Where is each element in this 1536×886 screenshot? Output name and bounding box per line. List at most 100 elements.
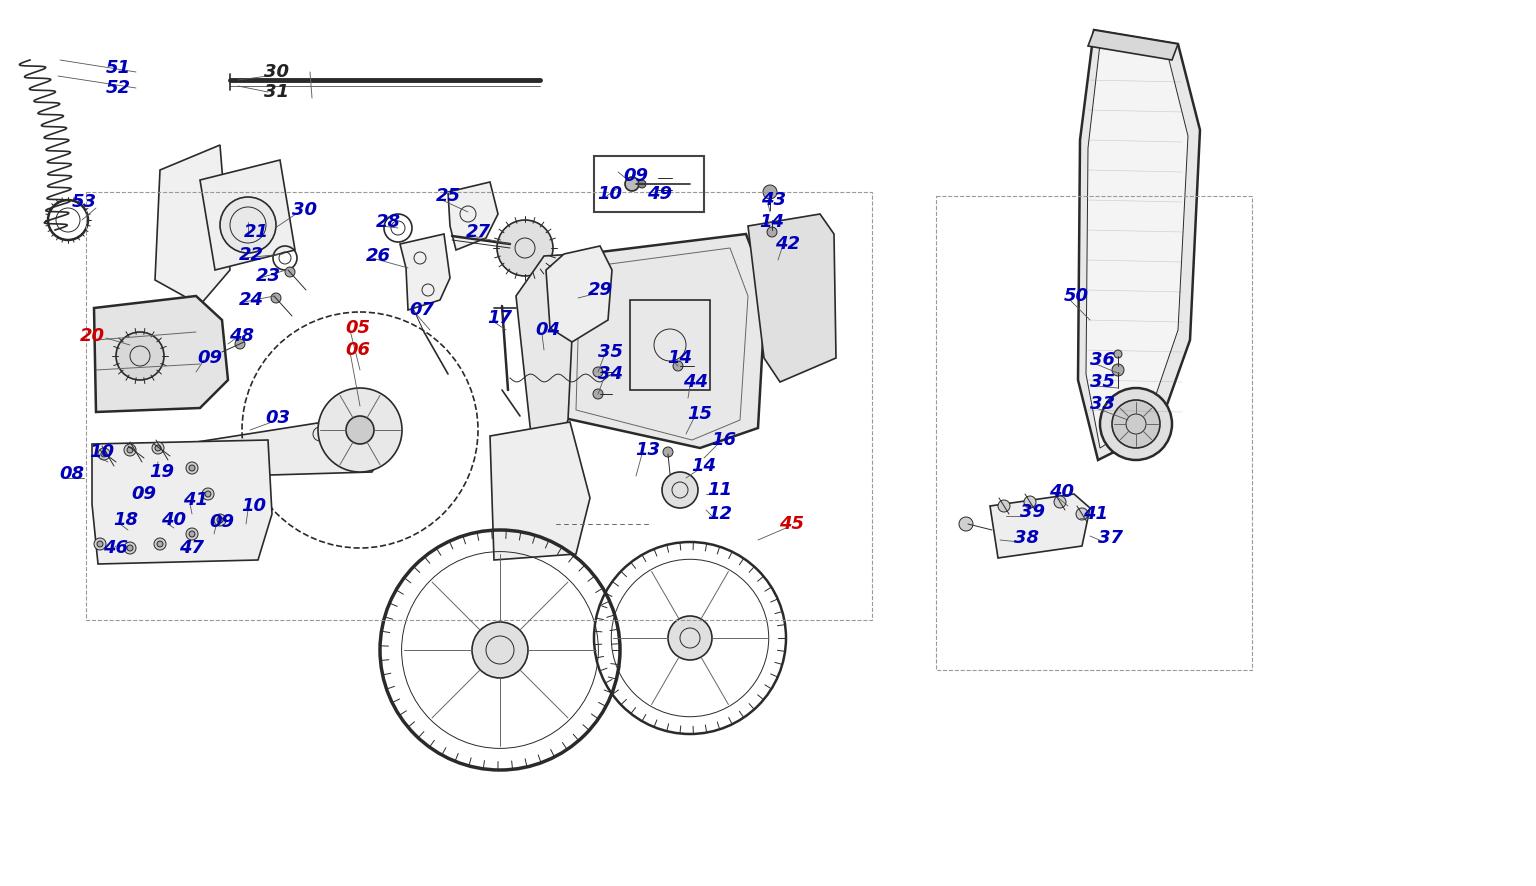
- Circle shape: [124, 444, 137, 456]
- Circle shape: [763, 185, 777, 199]
- Circle shape: [668, 616, 713, 660]
- Text: 29: 29: [587, 281, 613, 299]
- Text: 34: 34: [598, 365, 622, 383]
- Text: 03: 03: [266, 409, 290, 427]
- Circle shape: [189, 465, 195, 471]
- Polygon shape: [1087, 30, 1178, 60]
- Text: 10: 10: [598, 185, 622, 203]
- Text: 53: 53: [72, 193, 97, 211]
- Polygon shape: [399, 234, 450, 310]
- Text: 14: 14: [668, 349, 693, 367]
- Text: 15: 15: [688, 405, 713, 423]
- Text: 25: 25: [436, 187, 461, 205]
- Circle shape: [127, 447, 134, 453]
- Circle shape: [155, 445, 161, 451]
- Bar: [630, 300, 710, 390]
- Text: 09: 09: [132, 485, 157, 503]
- Polygon shape: [94, 296, 227, 412]
- Text: 10: 10: [241, 497, 267, 515]
- Text: 51: 51: [106, 59, 131, 77]
- Circle shape: [1100, 388, 1172, 460]
- Circle shape: [98, 448, 111, 460]
- Polygon shape: [545, 246, 611, 342]
- Circle shape: [593, 389, 604, 399]
- Circle shape: [152, 442, 164, 454]
- Text: 35: 35: [598, 343, 622, 361]
- Text: 41: 41: [183, 491, 209, 509]
- Circle shape: [220, 197, 276, 253]
- Circle shape: [593, 367, 604, 377]
- Circle shape: [766, 227, 777, 237]
- Text: 46: 46: [103, 539, 129, 557]
- Text: 05: 05: [346, 319, 370, 337]
- Text: 16: 16: [711, 431, 736, 449]
- Circle shape: [472, 622, 528, 678]
- Text: 09: 09: [209, 513, 235, 531]
- Circle shape: [637, 180, 647, 188]
- Circle shape: [664, 447, 673, 457]
- Circle shape: [186, 462, 198, 474]
- Circle shape: [94, 538, 106, 550]
- Circle shape: [1025, 496, 1035, 508]
- Circle shape: [157, 541, 163, 547]
- Circle shape: [189, 531, 195, 537]
- Text: 23: 23: [255, 267, 281, 285]
- Text: 22: 22: [238, 246, 264, 264]
- Circle shape: [498, 220, 553, 276]
- Text: 41: 41: [1083, 505, 1109, 523]
- Polygon shape: [516, 254, 576, 444]
- Circle shape: [214, 514, 226, 526]
- Text: 10: 10: [89, 443, 115, 461]
- Text: 13: 13: [636, 441, 660, 459]
- Text: 44: 44: [684, 373, 708, 391]
- Text: 14: 14: [691, 457, 716, 475]
- Circle shape: [203, 488, 214, 500]
- Polygon shape: [92, 440, 272, 564]
- Text: 09: 09: [198, 349, 223, 367]
- Text: 39: 39: [1020, 503, 1044, 521]
- Text: 18: 18: [114, 511, 138, 529]
- Circle shape: [101, 451, 108, 457]
- Text: 48: 48: [229, 327, 255, 345]
- Circle shape: [186, 528, 198, 540]
- Text: 06: 06: [346, 341, 370, 359]
- Text: 31: 31: [264, 83, 289, 101]
- Text: 28: 28: [375, 213, 401, 231]
- Circle shape: [1114, 350, 1121, 358]
- Circle shape: [625, 177, 639, 191]
- Circle shape: [958, 517, 972, 531]
- Text: 20: 20: [80, 327, 104, 345]
- Text: 17: 17: [487, 309, 513, 327]
- Text: 14: 14: [759, 213, 785, 231]
- Polygon shape: [490, 422, 590, 560]
- Circle shape: [127, 545, 134, 551]
- Text: 09: 09: [624, 167, 648, 185]
- Text: 08: 08: [60, 465, 84, 483]
- Circle shape: [998, 500, 1011, 512]
- Circle shape: [270, 293, 281, 303]
- Polygon shape: [200, 160, 295, 270]
- Polygon shape: [155, 145, 230, 305]
- Text: 45: 45: [779, 515, 805, 533]
- Circle shape: [204, 491, 210, 497]
- Circle shape: [346, 416, 373, 444]
- Circle shape: [124, 542, 137, 554]
- Bar: [935, 196, 1252, 670]
- Circle shape: [97, 541, 103, 547]
- Text: 52: 52: [106, 79, 131, 97]
- Circle shape: [235, 339, 246, 349]
- Circle shape: [154, 538, 166, 550]
- Text: 40: 40: [161, 511, 186, 529]
- Text: 35: 35: [1089, 373, 1115, 391]
- Polygon shape: [564, 234, 766, 448]
- Circle shape: [217, 517, 223, 523]
- Text: 43: 43: [762, 191, 786, 209]
- Text: 40: 40: [1049, 483, 1075, 501]
- Polygon shape: [1078, 30, 1200, 460]
- Text: 50: 50: [1063, 287, 1089, 305]
- Circle shape: [318, 388, 402, 472]
- Circle shape: [286, 267, 295, 277]
- Text: 04: 04: [536, 321, 561, 339]
- Polygon shape: [100, 410, 390, 480]
- Text: 38: 38: [1014, 529, 1038, 547]
